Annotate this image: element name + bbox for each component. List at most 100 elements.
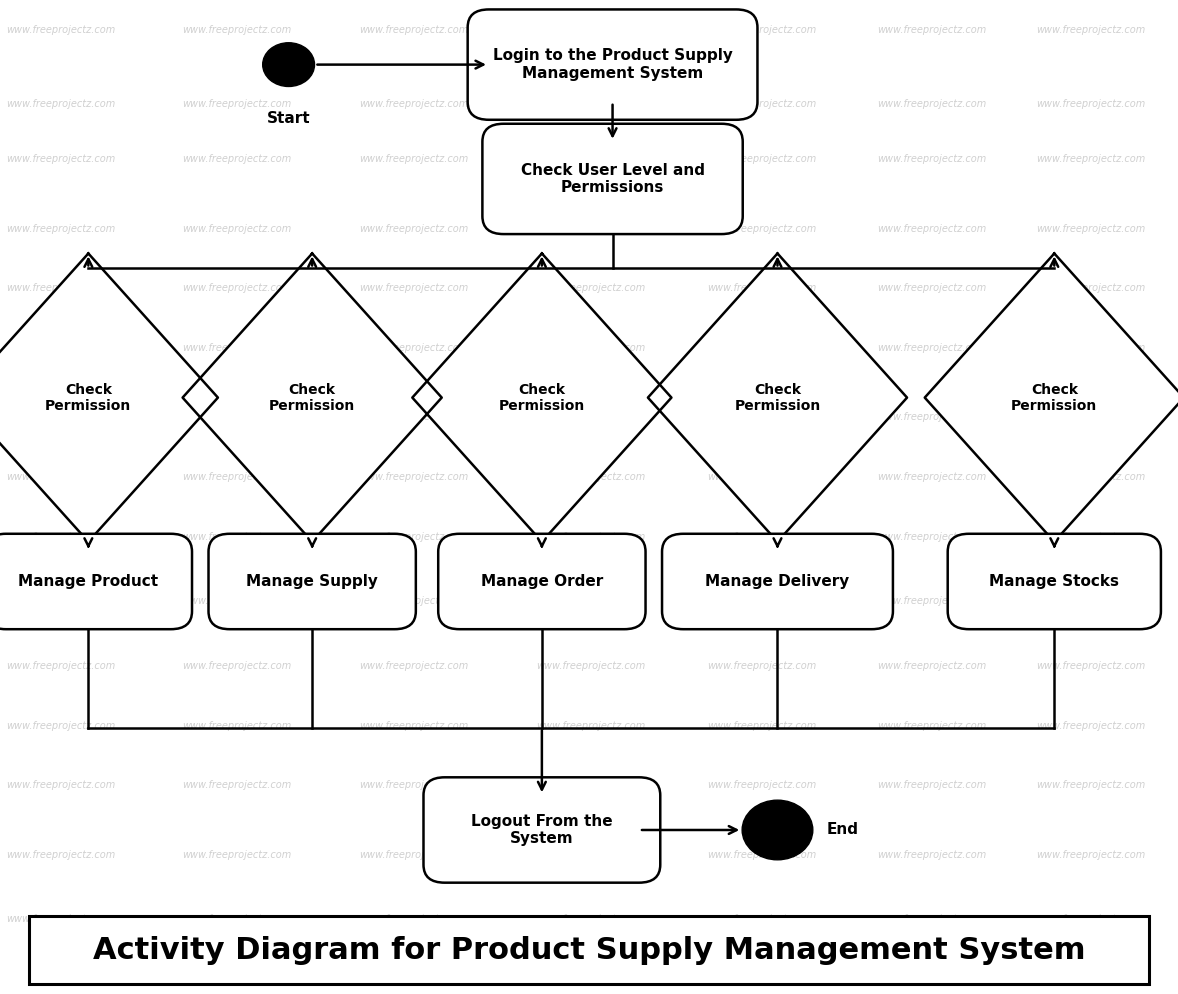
Text: www.freeprojectz.com: www.freeprojectz.com (6, 661, 115, 671)
Text: www.freeprojectz.com: www.freeprojectz.com (183, 472, 292, 482)
Text: www.freeprojectz.com: www.freeprojectz.com (6, 413, 115, 422)
Text: www.freeprojectz.com: www.freeprojectz.com (878, 343, 987, 353)
Text: www.freeprojectz.com: www.freeprojectz.com (6, 914, 115, 924)
Text: www.freeprojectz.com: www.freeprojectz.com (1037, 283, 1146, 293)
Text: Check
Permission: Check Permission (734, 383, 821, 413)
Text: Check
Permission: Check Permission (1011, 383, 1098, 413)
Text: www.freeprojectz.com: www.freeprojectz.com (536, 99, 646, 109)
Text: www.freeprojectz.com: www.freeprojectz.com (707, 850, 816, 860)
Text: www.freeprojectz.com: www.freeprojectz.com (183, 780, 292, 790)
Text: www.freeprojectz.com: www.freeprojectz.com (183, 661, 292, 671)
Text: www.freeprojectz.com: www.freeprojectz.com (183, 532, 292, 542)
Text: www.freeprojectz.com: www.freeprojectz.com (359, 25, 469, 35)
Text: www.freeprojectz.com: www.freeprojectz.com (707, 661, 816, 671)
Text: www.freeprojectz.com: www.freeprojectz.com (707, 780, 816, 790)
Circle shape (263, 43, 315, 86)
Text: www.freeprojectz.com: www.freeprojectz.com (536, 224, 646, 234)
Text: www.freeprojectz.com: www.freeprojectz.com (1037, 721, 1146, 731)
Text: www.freeprojectz.com: www.freeprojectz.com (1037, 661, 1146, 671)
Text: www.freeprojectz.com: www.freeprojectz.com (536, 413, 646, 422)
Text: Manage Supply: Manage Supply (246, 574, 378, 589)
Text: www.freeprojectz.com: www.freeprojectz.com (183, 224, 292, 234)
Text: www.freeprojectz.com: www.freeprojectz.com (878, 850, 987, 860)
Text: www.freeprojectz.com: www.freeprojectz.com (707, 914, 816, 924)
Text: www.freeprojectz.com: www.freeprojectz.com (536, 154, 646, 164)
Text: Start: Start (266, 111, 311, 126)
Text: www.freeprojectz.com: www.freeprojectz.com (1037, 914, 1146, 924)
Text: www.freeprojectz.com: www.freeprojectz.com (359, 413, 469, 422)
Text: www.freeprojectz.com: www.freeprojectz.com (1037, 343, 1146, 353)
Text: www.freeprojectz.com: www.freeprojectz.com (878, 413, 987, 422)
Text: End: End (827, 822, 859, 838)
Text: www.freeprojectz.com: www.freeprojectz.com (536, 532, 646, 542)
Text: www.freeprojectz.com: www.freeprojectz.com (1037, 532, 1146, 542)
Text: www.freeprojectz.com: www.freeprojectz.com (183, 154, 292, 164)
Text: www.freeprojectz.com: www.freeprojectz.com (878, 532, 987, 542)
Text: www.freeprojectz.com: www.freeprojectz.com (359, 154, 469, 164)
Text: www.freeprojectz.com: www.freeprojectz.com (359, 472, 469, 482)
Text: www.freeprojectz.com: www.freeprojectz.com (6, 850, 115, 860)
Text: www.freeprojectz.com: www.freeprojectz.com (878, 99, 987, 109)
Text: www.freeprojectz.com: www.freeprojectz.com (536, 596, 646, 606)
Text: www.freeprojectz.com: www.freeprojectz.com (6, 25, 115, 35)
Text: www.freeprojectz.com: www.freeprojectz.com (183, 721, 292, 731)
Polygon shape (183, 253, 442, 542)
Text: Activity Diagram for Product Supply Management System: Activity Diagram for Product Supply Mana… (93, 935, 1085, 965)
Text: www.freeprojectz.com: www.freeprojectz.com (707, 154, 816, 164)
Text: www.freeprojectz.com: www.freeprojectz.com (359, 780, 469, 790)
Text: www.freeprojectz.com: www.freeprojectz.com (1037, 224, 1146, 234)
Text: www.freeprojectz.com: www.freeprojectz.com (183, 25, 292, 35)
FancyBboxPatch shape (468, 9, 757, 119)
Text: www.freeprojectz.com: www.freeprojectz.com (878, 914, 987, 924)
Text: www.freeprojectz.com: www.freeprojectz.com (1037, 25, 1146, 35)
Text: www.freeprojectz.com: www.freeprojectz.com (707, 343, 816, 353)
Text: www.freeprojectz.com: www.freeprojectz.com (359, 721, 469, 731)
Text: www.freeprojectz.com: www.freeprojectz.com (183, 596, 292, 606)
Text: www.freeprojectz.com: www.freeprojectz.com (707, 472, 816, 482)
Text: www.freeprojectz.com: www.freeprojectz.com (359, 532, 469, 542)
Text: www.freeprojectz.com: www.freeprojectz.com (6, 343, 115, 353)
Text: www.freeprojectz.com: www.freeprojectz.com (1037, 780, 1146, 790)
Text: Logout From the
System: Logout From the System (471, 814, 613, 846)
Text: www.freeprojectz.com: www.freeprojectz.com (878, 596, 987, 606)
Text: www.freeprojectz.com: www.freeprojectz.com (183, 343, 292, 353)
Text: www.freeprojectz.com: www.freeprojectz.com (183, 850, 292, 860)
Text: www.freeprojectz.com: www.freeprojectz.com (1037, 472, 1146, 482)
FancyBboxPatch shape (209, 534, 416, 629)
Text: www.freeprojectz.com: www.freeprojectz.com (6, 721, 115, 731)
Text: www.freeprojectz.com: www.freeprojectz.com (878, 780, 987, 790)
Text: www.freeprojectz.com: www.freeprojectz.com (707, 224, 816, 234)
Text: www.freeprojectz.com: www.freeprojectz.com (183, 413, 292, 422)
Text: www.freeprojectz.com: www.freeprojectz.com (536, 472, 646, 482)
Text: www.freeprojectz.com: www.freeprojectz.com (536, 343, 646, 353)
Text: www.freeprojectz.com: www.freeprojectz.com (536, 283, 646, 293)
Text: www.freeprojectz.com: www.freeprojectz.com (536, 661, 646, 671)
Text: www.freeprojectz.com: www.freeprojectz.com (878, 25, 987, 35)
Text: Check
Permission: Check Permission (45, 383, 132, 413)
FancyBboxPatch shape (662, 534, 893, 629)
Text: www.freeprojectz.com: www.freeprojectz.com (707, 532, 816, 542)
Text: www.freeprojectz.com: www.freeprojectz.com (536, 850, 646, 860)
Text: www.freeprojectz.com: www.freeprojectz.com (6, 154, 115, 164)
Text: www.freeprojectz.com: www.freeprojectz.com (359, 914, 469, 924)
Text: www.freeprojectz.com: www.freeprojectz.com (6, 780, 115, 790)
FancyBboxPatch shape (29, 916, 1149, 984)
Text: www.freeprojectz.com: www.freeprojectz.com (536, 25, 646, 35)
Text: www.freeprojectz.com: www.freeprojectz.com (359, 661, 469, 671)
FancyBboxPatch shape (947, 534, 1162, 629)
Text: Login to the Product Supply
Management System: Login to the Product Supply Management S… (492, 49, 733, 81)
Text: www.freeprojectz.com: www.freeprojectz.com (359, 99, 469, 109)
Text: www.freeprojectz.com: www.freeprojectz.com (359, 224, 469, 234)
Text: www.freeprojectz.com: www.freeprojectz.com (183, 283, 292, 293)
Text: www.freeprojectz.com: www.freeprojectz.com (183, 914, 292, 924)
Circle shape (742, 800, 813, 860)
Polygon shape (925, 253, 1178, 542)
Text: www.freeprojectz.com: www.freeprojectz.com (707, 283, 816, 293)
Text: www.freeprojectz.com: www.freeprojectz.com (707, 99, 816, 109)
Text: www.freeprojectz.com: www.freeprojectz.com (6, 99, 115, 109)
Text: www.freeprojectz.com: www.freeprojectz.com (359, 283, 469, 293)
Text: www.freeprojectz.com: www.freeprojectz.com (1037, 99, 1146, 109)
Text: www.freeprojectz.com: www.freeprojectz.com (6, 472, 115, 482)
Text: www.freeprojectz.com: www.freeprojectz.com (536, 721, 646, 731)
Text: www.freeprojectz.com: www.freeprojectz.com (359, 596, 469, 606)
